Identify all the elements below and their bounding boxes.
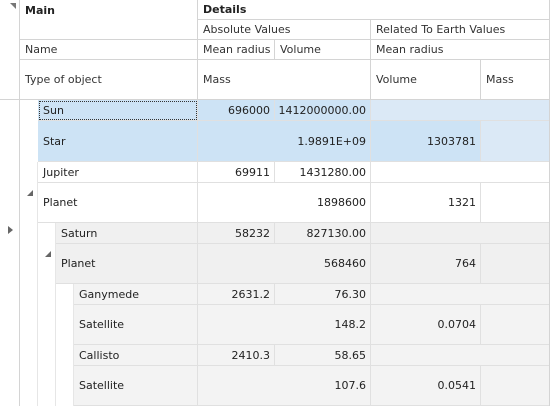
cell-rel-mean-radius-saturn[interactable]	[371, 223, 550, 244]
band-absolute-values[interactable]: Absolute Values	[198, 20, 371, 40]
cell-abs-volume-ganymede[interactable]: 76.30	[275, 284, 371, 305]
cell-abs-mass-ganymede[interactable]: 148.2	[198, 305, 371, 345]
cell-rel-mass-ganymede[interactable]	[481, 305, 550, 345]
cell-abs-mass-jupiter[interactable]: 1898600	[198, 183, 371, 223]
cell-rel-mass-jupiter[interactable]	[481, 183, 550, 223]
column-header-type[interactable]: Type of object	[20, 60, 198, 100]
column-header-abs-mean-radius[interactable]: Mean radius	[198, 40, 275, 60]
corner-triangle-icon	[10, 3, 16, 9]
cell-rel-mass-callisto[interactable]	[481, 366, 550, 406]
focused-row-indicator-icon	[8, 226, 13, 234]
cell-name-saturn[interactable]: Saturn	[56, 223, 198, 244]
cell-rel-mean-radius-sun[interactable]	[371, 100, 550, 121]
cell-rel-volume-callisto[interactable]: 0.0541	[371, 366, 481, 406]
expand-collapse-jupiter-icon[interactable]	[27, 190, 33, 196]
cell-rel-mass-saturn[interactable]	[481, 244, 550, 284]
cell-rel-mean-radius-jupiter[interactable]	[371, 162, 550, 183]
cell-type-jupiter[interactable]: Planet	[38, 183, 198, 223]
expand-collapse-saturn-icon[interactable]	[45, 251, 51, 257]
cell-type-sun[interactable]: Star	[38, 121, 198, 162]
column-header-abs-volume[interactable]: Volume	[275, 40, 371, 60]
band-main[interactable]: Main	[20, 0, 198, 40]
column-customization-corner[interactable]	[0, 0, 20, 100]
column-header-rel-mean-radius[interactable]: Mean radius	[371, 40, 550, 60]
cell-name-sun[interactable]: Sun	[38, 100, 198, 121]
column-header-abs-mass[interactable]: Mass	[198, 60, 371, 100]
cell-rel-volume-saturn[interactable]: 764	[371, 244, 481, 284]
cell-abs-volume-jupiter[interactable]: 1431280.00	[275, 162, 371, 183]
cell-abs-mean-radius-callisto[interactable]: 2410.3	[198, 345, 275, 366]
cell-rel-mean-radius-callisto[interactable]	[371, 345, 550, 366]
cell-rel-mass-sun[interactable]	[481, 121, 550, 162]
cell-abs-volume-saturn[interactable]: 827130.00	[275, 223, 371, 244]
cell-type-saturn[interactable]: Planet	[56, 244, 198, 284]
tree-indent-level-1	[20, 162, 38, 406]
cell-abs-mass-saturn[interactable]: 568460	[198, 244, 371, 284]
cell-type-callisto[interactable]: Satellite	[74, 366, 198, 406]
cell-name-jupiter[interactable]: Jupiter	[38, 162, 198, 183]
column-header-rel-volume[interactable]: Volume	[371, 60, 481, 100]
cell-rel-volume-jupiter[interactable]: 1321	[371, 183, 481, 223]
cell-name-callisto[interactable]: Callisto	[74, 345, 198, 366]
column-header-rel-mass[interactable]: Mass	[481, 60, 550, 100]
cell-abs-mass-sun[interactable]: 1.9891E+09	[198, 121, 371, 162]
cell-abs-mean-radius-saturn[interactable]: 58232	[198, 223, 275, 244]
cell-type-ganymede[interactable]: Satellite	[74, 305, 198, 345]
column-header-name[interactable]: Name	[20, 40, 198, 60]
tree-indent-level-3	[56, 284, 74, 406]
cell-abs-mean-radius-sun[interactable]: 696000	[198, 100, 275, 121]
cell-name-ganymede[interactable]: Ganymede	[74, 284, 198, 305]
cell-rel-mean-radius-ganymede[interactable]	[371, 284, 550, 305]
tree-indent-level-2	[38, 223, 56, 406]
cell-abs-mass-callisto[interactable]: 107.6	[198, 366, 371, 406]
cell-abs-volume-callisto[interactable]: 58.65	[275, 345, 371, 366]
band-details[interactable]: Details	[198, 0, 550, 20]
cell-abs-volume-sun[interactable]: 1412000000.00	[275, 100, 371, 121]
cell-abs-mean-radius-ganymede[interactable]: 2631.2	[198, 284, 275, 305]
cell-rel-volume-ganymede[interactable]: 0.0704	[371, 305, 481, 345]
cell-abs-mean-radius-jupiter[interactable]: 69911	[198, 162, 275, 183]
row-indicator-column	[0, 100, 20, 406]
cell-rel-volume-sun[interactable]: 1303781	[371, 121, 481, 162]
band-related-to-earth[interactable]: Related To Earth Values	[371, 20, 550, 40]
